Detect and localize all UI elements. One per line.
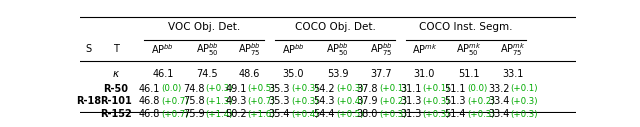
Text: 51.3: 51.3 — [444, 96, 466, 106]
Text: 38.0: 38.0 — [356, 109, 378, 119]
Text: 35.3: 35.3 — [269, 96, 291, 106]
Text: 49.3: 49.3 — [225, 96, 246, 106]
Text: 75.8: 75.8 — [183, 96, 205, 106]
Text: AP$^{bb}_{50}$: AP$^{bb}_{50}$ — [326, 41, 349, 58]
Text: S: S — [86, 44, 92, 54]
Text: 53.9: 53.9 — [327, 69, 349, 79]
Text: (+0.5): (+0.5) — [248, 84, 275, 93]
Text: (+0.3): (+0.3) — [336, 84, 364, 93]
Text: (0.0): (0.0) — [467, 84, 487, 93]
Text: 33.4: 33.4 — [488, 109, 509, 119]
Text: 46.1: 46.1 — [138, 84, 160, 94]
Text: 46.1: 46.1 — [152, 69, 173, 79]
Text: (+1.4): (+1.4) — [205, 109, 233, 118]
Text: 37.7: 37.7 — [371, 69, 392, 79]
Text: (+0.3): (+0.3) — [291, 97, 319, 106]
Text: 75.9: 75.9 — [183, 109, 205, 119]
Text: COCO Obj. Det.: COCO Obj. Det. — [294, 22, 376, 32]
Text: (+0.1): (+0.1) — [379, 84, 406, 93]
Text: AP$^{bb}$: AP$^{bb}$ — [282, 43, 305, 56]
Text: 33.1: 33.1 — [502, 69, 523, 79]
Text: (+0.3): (+0.3) — [291, 84, 319, 93]
Text: 49.1: 49.1 — [225, 84, 246, 94]
Text: 51.1: 51.1 — [444, 84, 466, 94]
Text: (0.0): (0.0) — [161, 84, 181, 93]
Text: (+0.7): (+0.7) — [248, 97, 275, 106]
Text: 51.4: 51.4 — [444, 109, 466, 119]
Text: 48.6: 48.6 — [239, 69, 260, 79]
Text: T: T — [113, 44, 118, 54]
Text: 74.8: 74.8 — [183, 84, 205, 94]
Text: (+0.1): (+0.1) — [511, 84, 538, 93]
Text: 31.0: 31.0 — [413, 69, 435, 79]
Text: (+1.3): (+1.3) — [205, 97, 233, 106]
Text: 37.9: 37.9 — [356, 96, 378, 106]
Text: (+0.3): (+0.3) — [467, 109, 494, 118]
Text: (+0.1): (+0.1) — [422, 84, 450, 93]
Text: 33.4: 33.4 — [488, 96, 509, 106]
Text: R-152: R-152 — [100, 109, 132, 119]
Text: 54.3: 54.3 — [314, 96, 335, 106]
Text: 35.4: 35.4 — [269, 109, 291, 119]
Text: 46.8: 46.8 — [138, 96, 160, 106]
Text: AP$^{bb}_{50}$: AP$^{bb}_{50}$ — [196, 41, 219, 58]
Text: (+0.2): (+0.2) — [467, 97, 494, 106]
Text: AP$^{mk}_{50}$: AP$^{mk}_{50}$ — [456, 41, 481, 58]
Text: AP$^{bb}_{75}$: AP$^{bb}_{75}$ — [369, 41, 392, 58]
Text: AP$^{mk}$: AP$^{mk}$ — [412, 43, 437, 56]
Text: 31.3: 31.3 — [400, 96, 421, 106]
Text: 37.8: 37.8 — [356, 84, 378, 94]
Text: COCO Inst. Segm.: COCO Inst. Segm. — [419, 22, 513, 32]
Text: (+0.3): (+0.3) — [422, 97, 450, 106]
Text: 74.5: 74.5 — [196, 69, 218, 79]
Text: R-50: R-50 — [103, 84, 128, 94]
Text: AP$^{mk}_{75}$: AP$^{mk}_{75}$ — [500, 41, 525, 58]
Text: 35.0: 35.0 — [282, 69, 304, 79]
Text: R-18: R-18 — [76, 96, 102, 106]
Text: (+0.3): (+0.3) — [205, 84, 233, 93]
Text: 46.8: 46.8 — [138, 109, 160, 119]
Text: (+0.4): (+0.4) — [336, 97, 364, 106]
Text: 51.1: 51.1 — [458, 69, 479, 79]
Text: (+0.7): (+0.7) — [161, 109, 188, 118]
Text: 35.3: 35.3 — [269, 84, 291, 94]
Text: (+0.4): (+0.4) — [291, 109, 319, 118]
Text: (+0.3): (+0.3) — [511, 97, 538, 106]
Text: (+1.6): (+1.6) — [248, 109, 275, 118]
Text: (+0.2): (+0.2) — [379, 97, 406, 106]
Text: (+0.3): (+0.3) — [511, 109, 538, 118]
Text: 31.3: 31.3 — [400, 109, 421, 119]
Text: (+0.5): (+0.5) — [336, 109, 364, 118]
Text: 31.1: 31.1 — [400, 84, 421, 94]
Text: 54.4: 54.4 — [314, 109, 335, 119]
Text: (+0.7): (+0.7) — [161, 97, 188, 106]
Text: (+0.3): (+0.3) — [422, 109, 450, 118]
Text: 50.2: 50.2 — [225, 109, 246, 119]
Text: R-101: R-101 — [100, 96, 132, 106]
Text: AP$^{bb}_{75}$: AP$^{bb}_{75}$ — [238, 41, 261, 58]
Text: 33.2: 33.2 — [488, 84, 509, 94]
Text: κ: κ — [113, 69, 119, 79]
Text: VOC Obj. Det.: VOC Obj. Det. — [168, 22, 240, 32]
Text: AP$^{bb}$: AP$^{bb}$ — [151, 43, 174, 56]
Text: (+0.3): (+0.3) — [379, 109, 406, 118]
Text: 54.2: 54.2 — [314, 84, 335, 94]
